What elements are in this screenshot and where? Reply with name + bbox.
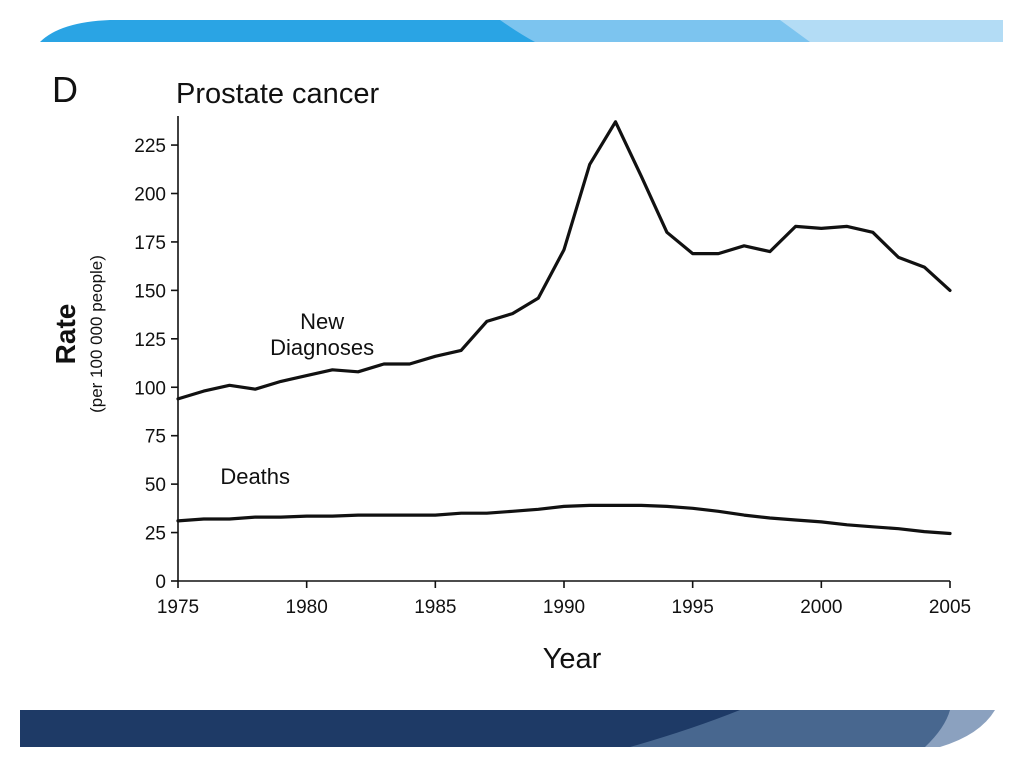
x-tick-label: 1975 [157, 597, 199, 618]
series-label-line: Deaths [220, 464, 290, 489]
series-label-deaths: Deaths [220, 464, 290, 489]
series-label-new-diagnoses: New Diagnoses [270, 309, 374, 360]
chart-title: Prostate cancer [176, 78, 379, 110]
axes: 0 25 50 75 100 125 150 175 200 225 1975 1980 1985 199… [134, 116, 971, 618]
series-line-new-diagnoses [176, 120, 952, 401]
x-tick-label: 1985 [414, 597, 456, 618]
series-label-line: New [300, 309, 344, 334]
y-tick-label: 25 [145, 524, 166, 545]
x-tick-label: 1995 [672, 597, 714, 618]
y-tick-label: 125 [134, 330, 166, 351]
series-labels: New Diagnoses Deaths [220, 309, 374, 489]
y-tick-label: 150 [134, 281, 166, 302]
y-axis-subtitle: (per 100 000 people) [87, 255, 106, 413]
footer-band [20, 710, 995, 747]
header-band-pale [760, 20, 1003, 42]
x-tick-label: 2005 [929, 597, 971, 618]
series-lines [176, 120, 952, 536]
y-axis-title: Rate [50, 304, 81, 365]
y-tick-label: 100 [134, 378, 166, 399]
x-axis-title: Year [543, 643, 602, 675]
header-band-dark [40, 20, 535, 42]
series-line-deaths [176, 503, 952, 536]
footer-band-dark [20, 710, 760, 747]
footer-band-light [925, 710, 995, 747]
series-label-line: Diagnoses [270, 335, 374, 360]
header-band-light [480, 20, 810, 42]
y-tick-label: 225 [134, 136, 166, 157]
y-tick-label: 200 [134, 185, 166, 206]
y-tick-label: 175 [134, 233, 166, 254]
y-tick-label: 50 [145, 475, 166, 496]
y-tick-label: 0 [155, 572, 166, 593]
y-tick-label: 75 [145, 427, 166, 448]
header-band [40, 20, 1003, 42]
x-tick-label: 2000 [800, 597, 842, 618]
footer-band-mid [630, 710, 960, 747]
x-tick-label: 1980 [286, 597, 328, 618]
x-tick-label: 1990 [543, 597, 585, 618]
panel-letter: D [52, 69, 78, 110]
